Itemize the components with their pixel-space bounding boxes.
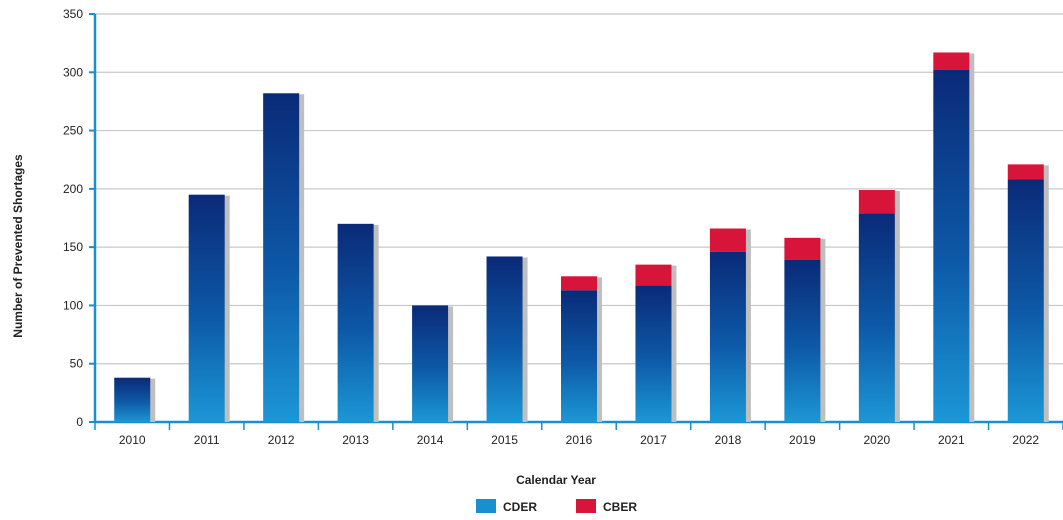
bar-cder-2019 <box>784 259 821 422</box>
bar-cber-2018 <box>709 228 746 252</box>
bar-cder-2010 <box>114 377 151 422</box>
x-tick-label: 2020 <box>863 433 890 447</box>
bar-cder-2017 <box>635 285 672 422</box>
bar-cder-2012 <box>263 93 300 423</box>
bar-cder-2022 <box>1007 179 1044 422</box>
bar-cder-2013 <box>337 223 374 422</box>
bar-cber-2021 <box>933 52 970 70</box>
legend: CDER CBER <box>476 499 637 514</box>
x-tick-label: 2013 <box>342 433 369 447</box>
x-tick-label: 2019 <box>789 433 816 447</box>
bar-cder-2016 <box>561 290 597 422</box>
y-tick-label: 250 <box>63 124 83 138</box>
y-axis-title: Number of Prevented Shortages <box>11 154 25 338</box>
tick-labels: 0 50 100 150 200 250 300 350 2010 2011 2012 2013 201… <box>63 7 1039 447</box>
bars <box>114 52 1049 423</box>
y-tick-label: 150 <box>63 240 83 254</box>
y-tick-label: 100 <box>63 298 83 312</box>
x-tick-label: 2010 <box>119 433 146 447</box>
x-tick-label: 2014 <box>417 433 444 447</box>
legend-label-cber: CBER <box>603 500 637 514</box>
bar-cber-2020 <box>858 190 895 214</box>
y-tick-label: 0 <box>76 415 83 429</box>
y-tick-label: 350 <box>63 7 83 21</box>
gridlines <box>95 13 1063 365</box>
x-tick-label: 2015 <box>491 433 518 447</box>
bar-cder-2011 <box>188 194 225 422</box>
bar-cber-2016 <box>561 276 597 291</box>
y-tick-label: 200 <box>63 182 83 196</box>
bar-cder-2014 <box>412 305 449 422</box>
legend-swatch-cder <box>476 499 496 513</box>
x-tick-label: 2022 <box>1012 433 1039 447</box>
bar-cber-2022 <box>1007 164 1044 180</box>
x-tick-label: 2016 <box>566 433 593 447</box>
y-tick-label: 300 <box>63 65 83 79</box>
bar-cder-2018 <box>709 251 746 422</box>
bar-cder-2020 <box>858 213 895 422</box>
x-tick-label: 2012 <box>268 433 295 447</box>
x-tick-label: 2021 <box>938 433 965 447</box>
x-axis-title: Calendar Year <box>516 473 596 487</box>
bar-cder-2015 <box>486 256 523 422</box>
legend-swatch-cber <box>576 499 596 513</box>
x-tick-label: 2017 <box>640 433 667 447</box>
x-tick-label: 2018 <box>715 433 742 447</box>
legend-label-cder: CDER <box>503 500 537 514</box>
y-tick-label: 50 <box>70 357 84 371</box>
bar-cder-2021 <box>933 69 970 422</box>
bar-cber-2017 <box>635 264 672 286</box>
bar-cber-2019 <box>784 237 821 260</box>
x-tick-label: 2011 <box>194 433 220 447</box>
